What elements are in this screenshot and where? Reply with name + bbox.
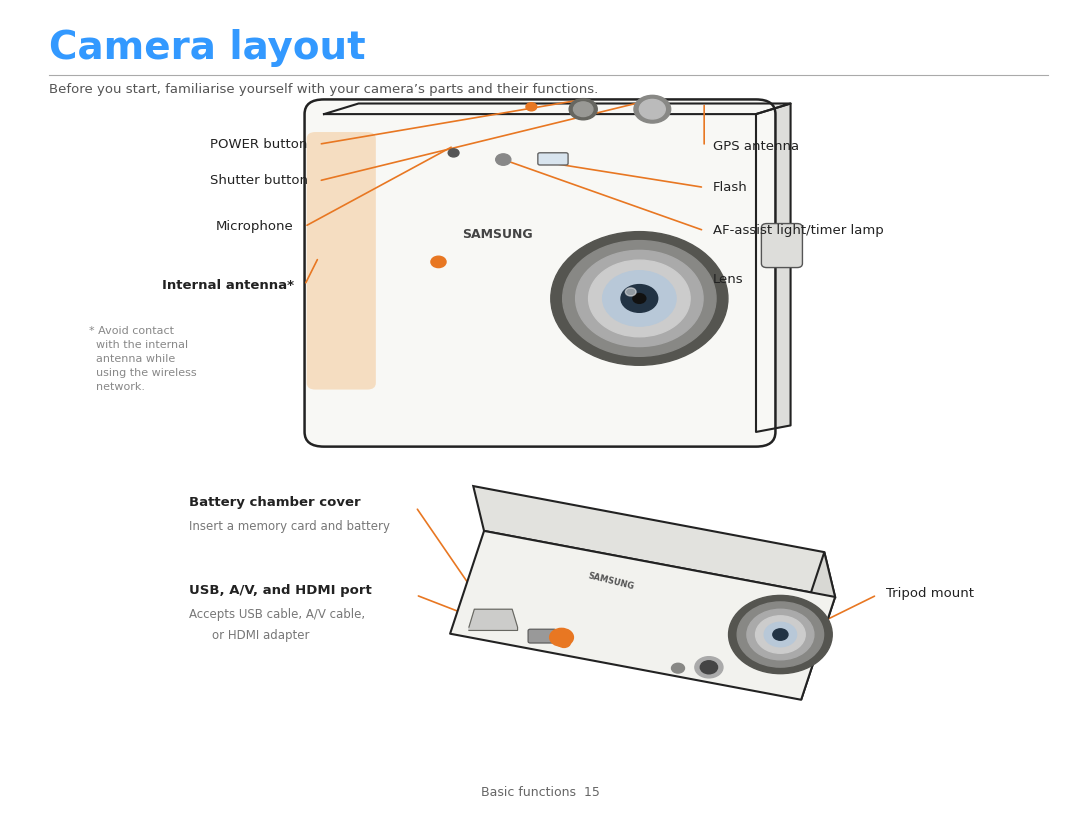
Circle shape xyxy=(672,663,685,673)
Circle shape xyxy=(729,596,833,674)
Text: Battery chamber cover: Battery chamber cover xyxy=(189,496,361,509)
Text: or HDMI adapter: or HDMI adapter xyxy=(212,629,309,642)
Text: SAMSUNG: SAMSUNG xyxy=(588,571,635,592)
Polygon shape xyxy=(756,104,791,432)
Circle shape xyxy=(551,231,728,365)
Text: Camera layout: Camera layout xyxy=(49,29,365,67)
Text: Internal antenna*: Internal antenna* xyxy=(162,279,294,292)
Circle shape xyxy=(603,271,676,326)
Circle shape xyxy=(633,293,646,303)
Text: Basic functions  15: Basic functions 15 xyxy=(481,786,599,799)
Circle shape xyxy=(773,629,788,641)
FancyBboxPatch shape xyxy=(307,132,376,390)
Circle shape xyxy=(526,103,537,111)
Text: Shutter button: Shutter button xyxy=(210,174,308,187)
Text: Accepts USB cable, A/V cable,: Accepts USB cable, A/V cable, xyxy=(189,608,365,621)
Circle shape xyxy=(576,250,703,346)
Circle shape xyxy=(557,637,570,647)
Text: GPS antenna: GPS antenna xyxy=(713,140,799,153)
Text: USB, A/V, and HDMI port: USB, A/V, and HDMI port xyxy=(189,584,372,597)
FancyBboxPatch shape xyxy=(538,152,568,165)
Circle shape xyxy=(700,661,717,674)
Circle shape xyxy=(589,260,690,337)
Text: * Avoid contact
  with the internal
  antenna while
  using the wireless
  netwo: * Avoid contact with the internal antenn… xyxy=(89,326,197,392)
Circle shape xyxy=(621,284,658,312)
Text: SAMSUNG: SAMSUNG xyxy=(462,228,532,241)
Polygon shape xyxy=(791,552,835,700)
Polygon shape xyxy=(473,486,835,597)
Circle shape xyxy=(431,256,446,267)
Circle shape xyxy=(573,102,593,117)
Circle shape xyxy=(694,657,723,678)
Circle shape xyxy=(634,95,671,123)
Circle shape xyxy=(496,154,511,165)
Text: Microphone: Microphone xyxy=(216,220,294,233)
Text: AF-assist light/timer lamp: AF-assist light/timer lamp xyxy=(713,224,883,237)
Text: Before you start, familiarise yourself with your camera’s parts and their functi: Before you start, familiarise yourself w… xyxy=(49,83,598,96)
Circle shape xyxy=(550,628,573,646)
Text: Insert a memory card and battery: Insert a memory card and battery xyxy=(189,520,390,533)
Circle shape xyxy=(756,616,806,654)
Circle shape xyxy=(448,149,459,157)
FancyBboxPatch shape xyxy=(528,629,556,643)
Text: Lens: Lens xyxy=(713,273,743,286)
FancyBboxPatch shape xyxy=(761,223,802,267)
Circle shape xyxy=(639,99,665,119)
Circle shape xyxy=(747,610,814,660)
Text: Flash: Flash xyxy=(713,181,747,194)
Polygon shape xyxy=(469,610,517,631)
Text: Tripod mount: Tripod mount xyxy=(886,587,973,600)
Polygon shape xyxy=(450,531,835,700)
Text: POWER button: POWER button xyxy=(211,138,308,151)
Circle shape xyxy=(563,240,716,356)
Circle shape xyxy=(765,623,797,647)
FancyBboxPatch shape xyxy=(305,99,775,447)
Circle shape xyxy=(569,99,597,120)
Circle shape xyxy=(625,288,636,296)
Circle shape xyxy=(738,602,824,667)
Polygon shape xyxy=(324,104,791,114)
